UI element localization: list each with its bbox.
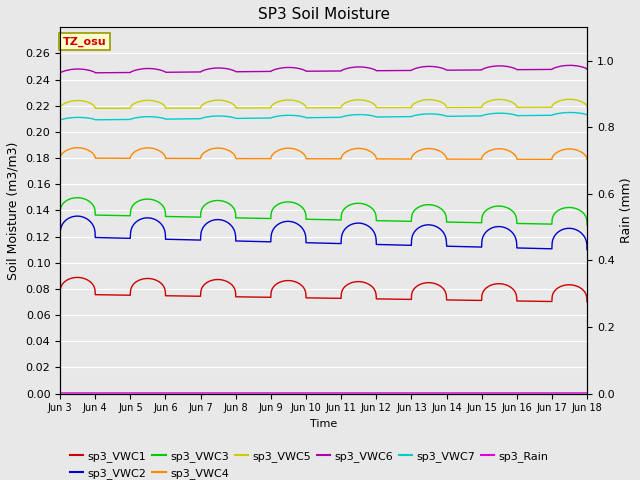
sp3_VWC2 <box>413 227 420 232</box>
sp3_VWC7 <box>566 109 574 115</box>
sp3_VWC3 <box>582 216 590 221</box>
sp3_VWC7 <box>442 113 449 119</box>
sp3_VWC2 <box>442 234 449 240</box>
X-axis label: Time: Time <box>310 419 337 429</box>
sp3_VWC1 <box>151 277 159 283</box>
sp3_VWC2 <box>472 244 479 250</box>
sp3_VWC1 <box>472 298 479 303</box>
sp3_VWC5 <box>583 104 591 110</box>
Line: sp3_VWC4: sp3_VWC4 <box>60 148 587 159</box>
sp3_VWC6 <box>151 66 159 72</box>
sp3_Rain <box>472 390 479 396</box>
sp3_VWC4 <box>304 156 312 162</box>
sp3_VWC5 <box>412 99 420 105</box>
Line: sp3_VWC6: sp3_VWC6 <box>60 65 587 73</box>
sp3_Rain <box>304 390 312 396</box>
sp3_VWC4 <box>74 145 81 151</box>
sp3_Rain <box>442 390 449 396</box>
sp3_VWC1 <box>442 289 449 295</box>
sp3_VWC5 <box>566 96 573 102</box>
sp3_Rain <box>412 390 420 396</box>
sp3_VWC3 <box>413 206 420 212</box>
sp3_VWC7 <box>412 112 420 118</box>
sp3_VWC3 <box>56 212 64 217</box>
sp3_VWC6 <box>304 68 312 74</box>
sp3_VWC2 <box>582 239 590 245</box>
Y-axis label: Rain (mm): Rain (mm) <box>620 178 633 243</box>
sp3_VWC6 <box>412 65 420 71</box>
sp3_Rain <box>583 390 591 396</box>
sp3_VWC4 <box>583 156 591 162</box>
Text: TZ_osu: TZ_osu <box>63 36 106 47</box>
sp3_VWC2 <box>151 216 159 222</box>
sp3_VWC5 <box>582 102 590 108</box>
sp3_VWC5 <box>304 105 312 111</box>
sp3_VWC7 <box>304 115 312 120</box>
sp3_VWC1 <box>74 275 81 280</box>
sp3_VWC1 <box>56 291 64 297</box>
sp3_VWC1 <box>582 293 590 299</box>
Line: sp3_VWC7: sp3_VWC7 <box>60 112 587 120</box>
sp3_VWC2 <box>74 213 81 219</box>
sp3_VWC7 <box>151 114 159 120</box>
sp3_VWC6 <box>56 70 64 76</box>
Line: sp3_VWC5: sp3_VWC5 <box>60 99 587 108</box>
sp3_VWC3 <box>583 222 591 228</box>
sp3_VWC7 <box>582 112 590 118</box>
sp3_VWC7 <box>56 117 64 123</box>
sp3_VWC2 <box>583 247 591 252</box>
Y-axis label: Soil Moisture (m3/m3): Soil Moisture (m3/m3) <box>7 141 20 280</box>
sp3_Rain <box>56 390 64 396</box>
sp3_VWC6 <box>566 62 573 68</box>
sp3_VWC4 <box>151 146 159 152</box>
sp3_VWC6 <box>472 67 479 73</box>
sp3_VWC2 <box>56 234 64 240</box>
sp3_VWC4 <box>442 153 449 159</box>
sp3_VWC5 <box>151 98 159 104</box>
sp3_VWC4 <box>56 155 64 161</box>
sp3_VWC4 <box>472 156 479 162</box>
Title: SP3 Soil Moisture: SP3 Soil Moisture <box>257 7 390 22</box>
sp3_VWC1 <box>413 284 420 289</box>
sp3_VWC6 <box>442 66 449 72</box>
sp3_VWC1 <box>583 299 591 305</box>
sp3_VWC3 <box>151 197 159 203</box>
Legend: sp3_VWC1, sp3_VWC2, sp3_VWC3, sp3_VWC4, sp3_VWC5, sp3_VWC6, sp3_VWC7, sp3_Rain: sp3_VWC1, sp3_VWC2, sp3_VWC3, sp3_VWC4, … <box>66 447 553 480</box>
sp3_Rain <box>582 390 590 396</box>
sp3_VWC7 <box>472 113 479 119</box>
sp3_VWC4 <box>582 154 590 160</box>
sp3_VWC5 <box>472 105 479 110</box>
sp3_VWC3 <box>74 195 81 201</box>
Line: sp3_VWC1: sp3_VWC1 <box>60 277 587 302</box>
sp3_VWC5 <box>442 102 449 108</box>
sp3_VWC7 <box>583 112 591 118</box>
sp3_VWC1 <box>304 295 312 301</box>
sp3_VWC3 <box>442 212 449 217</box>
Line: sp3_VWC3: sp3_VWC3 <box>60 198 587 225</box>
sp3_VWC4 <box>413 149 420 155</box>
sp3_VWC3 <box>304 216 312 222</box>
sp3_VWC5 <box>56 106 64 111</box>
sp3_VWC2 <box>304 240 312 246</box>
sp3_VWC3 <box>472 220 479 226</box>
sp3_VWC6 <box>583 66 591 72</box>
Line: sp3_VWC2: sp3_VWC2 <box>60 216 587 250</box>
sp3_Rain <box>151 390 159 396</box>
sp3_VWC6 <box>582 66 590 72</box>
